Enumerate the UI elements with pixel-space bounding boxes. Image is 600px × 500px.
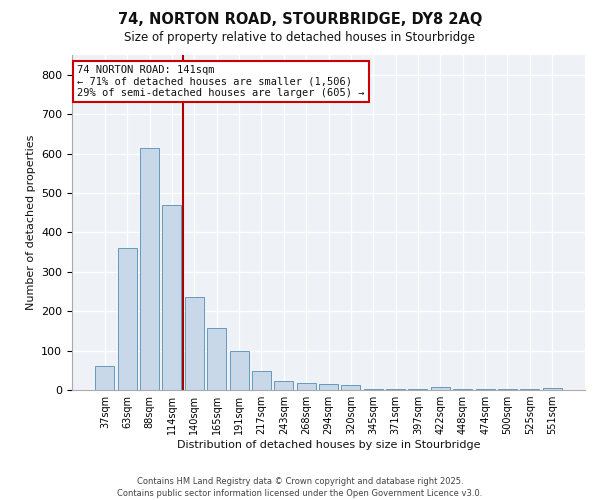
Bar [386, 389, 405, 390]
Bar [341, 386, 361, 390]
Bar [431, 387, 450, 390]
Text: Contains HM Land Registry data © Crown copyright and database right 2025.: Contains HM Land Registry data © Crown c… [137, 478, 463, 486]
Bar [364, 389, 383, 390]
Text: Size of property relative to detached houses in Stourbridge: Size of property relative to detached ho… [125, 31, 476, 44]
Bar [274, 382, 293, 390]
Text: Contains public sector information licensed under the Open Government Licence v3: Contains public sector information licen… [118, 489, 482, 498]
Bar [118, 248, 137, 390]
Bar [520, 389, 539, 390]
Bar [498, 389, 517, 390]
Bar [296, 383, 316, 390]
X-axis label: Distribution of detached houses by size in Stourbridge: Distribution of detached houses by size … [177, 440, 480, 450]
Bar [185, 298, 204, 390]
Bar [163, 205, 181, 390]
Bar [453, 389, 472, 390]
Y-axis label: Number of detached properties: Number of detached properties [26, 135, 35, 310]
Text: 74 NORTON ROAD: 141sqm
← 71% of detached houses are smaller (1,506)
29% of semi-: 74 NORTON ROAD: 141sqm ← 71% of detached… [77, 65, 365, 98]
Bar [252, 372, 271, 390]
Bar [542, 388, 562, 390]
Text: 74, NORTON ROAD, STOURBRIDGE, DY8 2AQ: 74, NORTON ROAD, STOURBRIDGE, DY8 2AQ [118, 12, 482, 28]
Bar [95, 366, 115, 390]
Bar [140, 148, 159, 390]
Bar [207, 328, 226, 390]
Bar [319, 384, 338, 390]
Bar [409, 389, 427, 390]
Bar [476, 389, 494, 390]
Bar [230, 352, 248, 390]
